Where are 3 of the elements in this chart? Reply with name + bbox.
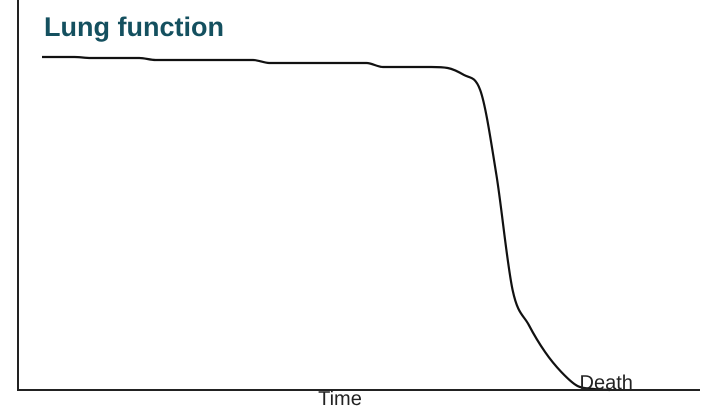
x-axis-title: Time bbox=[317, 388, 363, 411]
chart-title: Lung function bbox=[44, 12, 224, 43]
annotation: Death bbox=[580, 372, 633, 395]
